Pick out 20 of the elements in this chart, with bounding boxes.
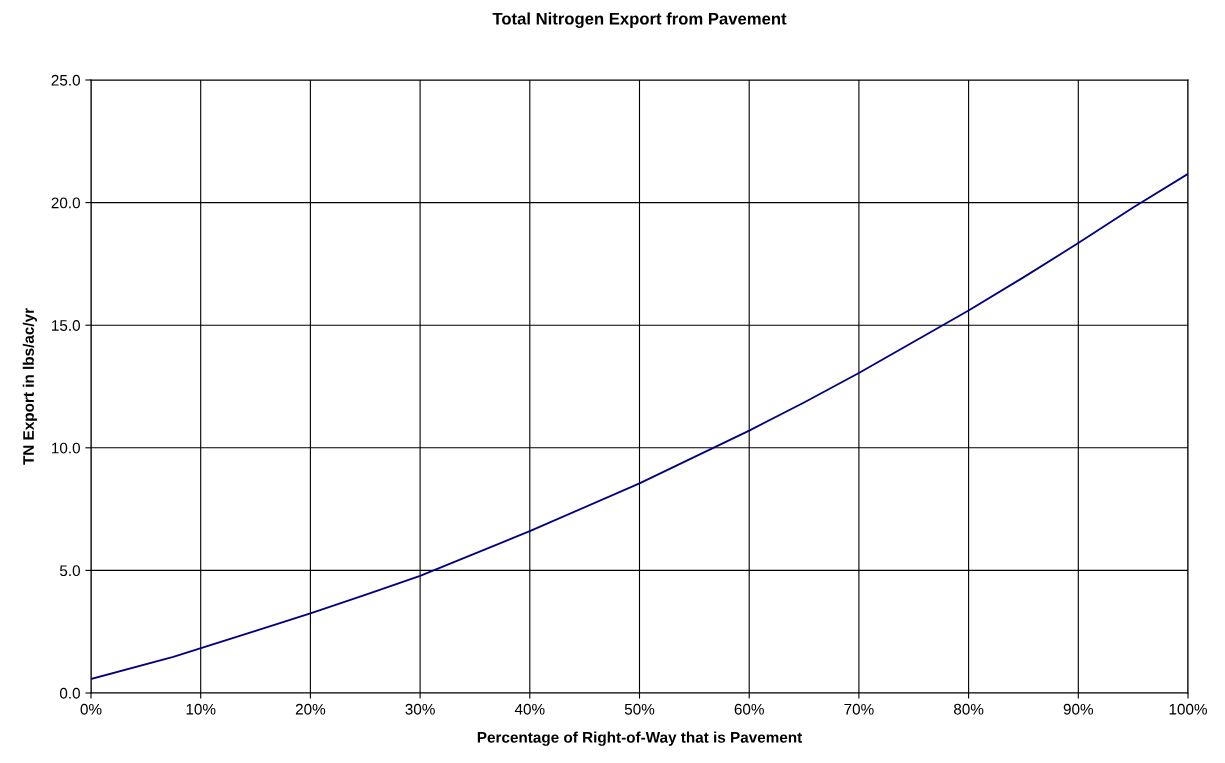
- x-tick-label: 0%: [80, 703, 102, 715]
- x-tick-label: 30%: [405, 703, 435, 715]
- x-tick-label: 50%: [624, 703, 655, 715]
- y-tick-label: 10.0: [52, 442, 80, 454]
- chart-title: Total Nitrogen Export from Pavement: [492, 12, 787, 28]
- x-tick-label: 100%: [1169, 703, 1207, 715]
- x-axis-title: Percentage of Right-of-Way that is Pavement: [477, 731, 803, 746]
- y-tick-label: 20.0: [51, 197, 80, 209]
- y-axis-title: TN Export in lbs/ac/yr: [22, 308, 37, 465]
- x-tick-label: 10%: [186, 703, 216, 715]
- x-tick-label: 70%: [844, 703, 874, 715]
- x-tick-label: 40%: [514, 703, 545, 715]
- x-tick-label: 60%: [734, 703, 764, 715]
- x-tick-label: 20%: [295, 703, 326, 715]
- x-tick-label: 90%: [1063, 703, 1094, 715]
- x-tick-label: 80%: [953, 703, 984, 715]
- y-tick-label: 25.0: [51, 74, 80, 86]
- y-tick-label: 15.0: [52, 320, 80, 331]
- y-tick-label: 0.0: [59, 687, 80, 699]
- y-tick-label: 5.0: [59, 565, 80, 577]
